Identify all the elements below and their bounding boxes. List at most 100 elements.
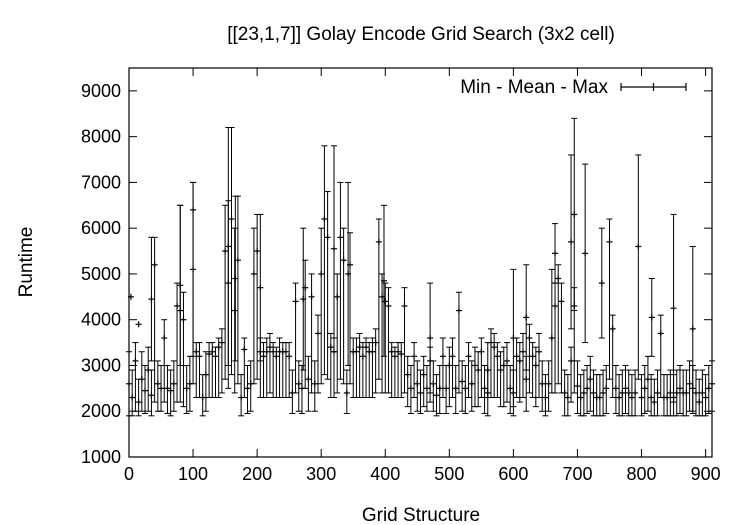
y-tick-label: 8000 [81, 127, 121, 147]
x-tick-label: 600 [498, 464, 528, 484]
error-bar [199, 374, 206, 417]
error-bar [548, 268, 555, 394]
error-bar [222, 204, 229, 380]
error-bar [363, 337, 370, 399]
error-bar [574, 360, 581, 415]
y-tick-label: 9000 [81, 81, 121, 101]
error-bar [494, 342, 501, 399]
error-bar [298, 364, 305, 415]
error-bar [526, 323, 533, 394]
error-bar [375, 218, 382, 380]
error-bar [657, 314, 664, 399]
error-bar [542, 374, 549, 417]
error-bar [539, 360, 546, 412]
error-bar [423, 364, 430, 412]
error-bar [318, 227, 325, 385]
plot-frame [128, 67, 713, 458]
error-bar [484, 342, 491, 399]
error-bar [324, 191, 331, 380]
error-bar [183, 364, 190, 415]
error-bar [398, 342, 405, 399]
x-tick-label: 400 [370, 464, 400, 484]
error-bar [632, 369, 639, 417]
error-bar [228, 126, 235, 376]
x-tick-label: 0 [124, 464, 134, 484]
error-bar [641, 364, 648, 415]
error-bar [257, 213, 264, 362]
error-bar [270, 342, 277, 399]
error-bar [129, 369, 136, 417]
error-bar [273, 346, 280, 399]
error-bar [670, 213, 677, 403]
error-bar [510, 268, 517, 408]
error-bar [582, 163, 589, 344]
axis-ticks: 0 100 200 300 400 500 600 700 800 900 1000 2000 3000… [81, 68, 721, 484]
error-bar [446, 346, 453, 408]
y-tick-label: 7000 [81, 172, 121, 192]
x-tick-label: 100 [178, 464, 208, 484]
error-bar [571, 117, 578, 312]
error-bar [241, 337, 248, 399]
y-tick-label: 1000 [81, 447, 121, 467]
error-bar [609, 314, 616, 399]
error-bar [327, 332, 334, 399]
error-bar [520, 332, 527, 399]
error-bar [353, 337, 360, 399]
error-bar [164, 364, 171, 415]
error-bar [209, 342, 216, 399]
error-bar [580, 369, 587, 417]
error-bar [603, 364, 610, 415]
error-bar [699, 369, 706, 417]
error-bar [343, 369, 350, 415]
error-bar [225, 126, 232, 366]
error-bar [359, 342, 366, 399]
error-bar [305, 355, 312, 412]
error-bar [651, 378, 658, 417]
error-bar [311, 360, 318, 412]
error-bar [202, 351, 209, 412]
x-tick-label: 800 [627, 464, 657, 484]
x-tick-label: 700 [562, 464, 592, 484]
y-tick-label: 5000 [81, 264, 121, 284]
error-bar [433, 374, 440, 417]
error-bar [161, 319, 168, 403]
error-bar [372, 328, 379, 394]
error-bar [231, 227, 238, 394]
error-bar [513, 337, 520, 399]
error-bar [612, 364, 619, 415]
error-bar [635, 154, 642, 380]
error-bar [142, 364, 149, 415]
error-bar [411, 342, 418, 399]
error-bar [286, 342, 293, 399]
error-bar [379, 273, 386, 394]
error-bar [529, 342, 536, 399]
error-bar [568, 154, 575, 330]
error-bar [260, 342, 267, 399]
error-bar [232, 195, 239, 362]
error-bar [170, 360, 177, 412]
error-bar [145, 346, 152, 412]
error-bar [462, 364, 469, 415]
error-bar [190, 181, 197, 357]
error-bar [308, 273, 315, 394]
error-bar [427, 282, 434, 394]
error-bar [689, 245, 696, 412]
error-bar [648, 278, 655, 357]
legend-label: Min - Mean - Max [460, 77, 608, 98]
error-bar [314, 314, 321, 394]
error-bar [244, 364, 251, 415]
legend: Min - Mean - Max [460, 77, 687, 98]
error-bar [598, 227, 605, 339]
error-bar [459, 360, 466, 412]
error-bar [300, 227, 307, 371]
error-bar [705, 364, 712, 415]
error-bar [148, 369, 155, 417]
x-tick-label: 200 [242, 464, 272, 484]
error-bar [177, 204, 184, 366]
error-bar [478, 337, 485, 399]
error-bar [407, 364, 414, 415]
error-bar [331, 145, 338, 353]
error-bar [266, 332, 273, 394]
error-bar [491, 332, 498, 399]
